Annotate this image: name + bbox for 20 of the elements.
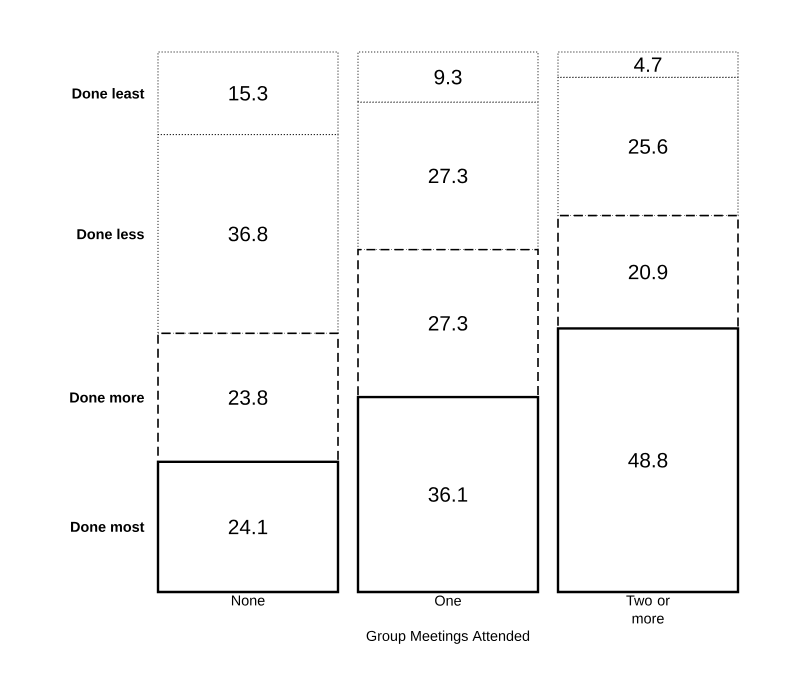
data-label: 20.9 [628, 264, 668, 280]
series-label: Done most [71, 522, 144, 532]
x-tick-label: None [232, 596, 265, 606]
data-label: 25.6 [628, 139, 668, 154]
series-label: Done least [72, 88, 144, 99]
data-label: 23.8 [228, 390, 268, 405]
data-label: 9.3 [434, 70, 462, 84]
data-label: 15.3 [229, 86, 268, 101]
data-label: 48.8 [628, 452, 668, 468]
data-label: 27.3 [428, 168, 468, 184]
x-axis-title: Group Meetings Attended [366, 630, 530, 644]
data-label: 36.1 [428, 487, 468, 502]
x-tick-label: One [435, 596, 461, 606]
data-label: 36.8 [228, 226, 268, 242]
data-label: 24.1 [228, 520, 268, 534]
data-label: 4.7 [634, 58, 662, 72]
data-label: 27.3 [428, 316, 468, 331]
x-tick-label: Two or more [626, 596, 670, 624]
series-label: Done more [70, 392, 144, 403]
series-label: Done less [77, 228, 144, 240]
